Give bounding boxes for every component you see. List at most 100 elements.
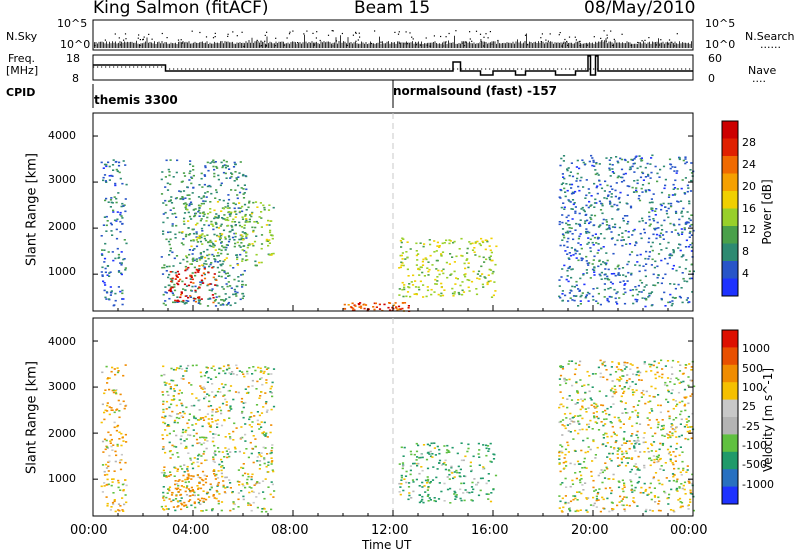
power-cell	[610, 273, 613, 275]
power-cell	[648, 215, 651, 218]
velocity-cell	[174, 483, 177, 486]
nsearch-dot	[465, 41, 467, 43]
velocity-cell	[624, 408, 627, 410]
power-cell	[614, 274, 617, 277]
velocity-cell	[434, 500, 437, 503]
power-cell	[245, 209, 248, 211]
nsearch-dot	[593, 36, 595, 38]
power-colorbar-tick-label: 24	[742, 157, 756, 171]
velocity-cell	[609, 487, 612, 489]
velocity-cell	[574, 403, 577, 405]
velocity-cell	[161, 394, 165, 396]
velocity-cell	[108, 377, 111, 379]
velocity-cell	[611, 509, 614, 512]
power-cell	[106, 220, 109, 222]
power-cell	[176, 159, 179, 162]
velocity-cell	[238, 481, 241, 483]
power-cell	[207, 271, 210, 274]
power-cell	[215, 223, 218, 225]
velocity-cell	[207, 405, 210, 408]
power-cell	[186, 208, 189, 211]
power-cell	[580, 208, 583, 210]
velocity-cell	[570, 420, 573, 422]
velocity-cell	[170, 494, 174, 496]
power-cell	[363, 303, 366, 306]
nsearch-dot	[540, 37, 542, 39]
velocity-cell	[211, 421, 214, 423]
power-cell	[189, 296, 192, 298]
velocity-cell	[670, 392, 673, 395]
velocity-cell	[634, 442, 637, 445]
nsearch-dot	[358, 32, 360, 34]
power-cell	[436, 276, 439, 278]
velocity-cell	[643, 363, 646, 365]
velocity-cell	[107, 483, 110, 486]
power-cell	[243, 227, 246, 229]
power-cell	[244, 221, 247, 223]
velocity-cell	[633, 501, 636, 504]
velocity-cell	[175, 404, 178, 407]
velocity-cell	[178, 399, 181, 401]
power-cell	[433, 291, 436, 293]
power-cell	[623, 288, 626, 290]
power-cell	[183, 283, 187, 286]
power-cell	[353, 304, 356, 306]
power-cell	[414, 280, 417, 282]
power-cell	[172, 207, 175, 209]
velocity-cell	[577, 420, 580, 423]
power-cell	[167, 240, 171, 243]
power-cell	[476, 240, 479, 243]
velocity-cell	[650, 385, 653, 388]
velocity-cell	[401, 462, 405, 464]
power-cell	[114, 182, 117, 185]
velocity-cell	[212, 437, 215, 439]
velocity-cell	[688, 479, 691, 481]
power-cell	[613, 226, 617, 229]
power-cell	[221, 233, 224, 235]
power-cell	[387, 306, 390, 309]
velocity-cell	[256, 419, 259, 422]
velocity-cell	[246, 478, 249, 481]
velocity-cell	[428, 482, 432, 484]
velocity-cell	[191, 393, 194, 395]
power-cell	[188, 204, 191, 207]
power-cell	[666, 262, 669, 265]
velocity-cell	[626, 462, 629, 464]
power-cell	[638, 199, 642, 202]
power-cell	[680, 210, 683, 213]
velocity-cell	[467, 447, 470, 450]
velocity-cell	[558, 507, 561, 509]
velocity-cell	[574, 495, 577, 497]
velocity-cell	[666, 377, 670, 379]
velocity-cell	[642, 441, 645, 444]
power-cell	[595, 242, 598, 244]
velocity-cell	[626, 440, 629, 442]
velocity-cell	[571, 416, 574, 419]
power-cell	[648, 294, 651, 297]
power-cell	[577, 288, 580, 290]
velocity-cell	[110, 407, 113, 409]
velocity-cell	[180, 497, 183, 499]
power-cell	[627, 220, 630, 223]
velocity-cell	[630, 458, 633, 460]
power-cell	[165, 270, 168, 272]
power-cell	[453, 293, 456, 295]
velocity-cell	[252, 491, 255, 493]
velocity-cell	[260, 510, 263, 513]
velocity-cell	[605, 369, 608, 371]
velocity-cell	[263, 508, 266, 510]
velocity-cell	[238, 370, 241, 372]
power-cell	[650, 245, 653, 248]
velocity-cell	[186, 465, 189, 468]
velocity-cell	[180, 442, 183, 445]
power-cell	[603, 237, 606, 240]
nsearch-dot	[606, 37, 608, 39]
velocity-cell	[635, 389, 638, 392]
power-cell	[590, 195, 593, 197]
velocity-cell	[622, 392, 625, 394]
velocity-cell	[272, 368, 276, 370]
power-cell	[610, 231, 613, 233]
power-colorbar-swatch	[722, 226, 738, 244]
velocity-cell	[630, 442, 633, 445]
power-cell	[571, 233, 574, 235]
